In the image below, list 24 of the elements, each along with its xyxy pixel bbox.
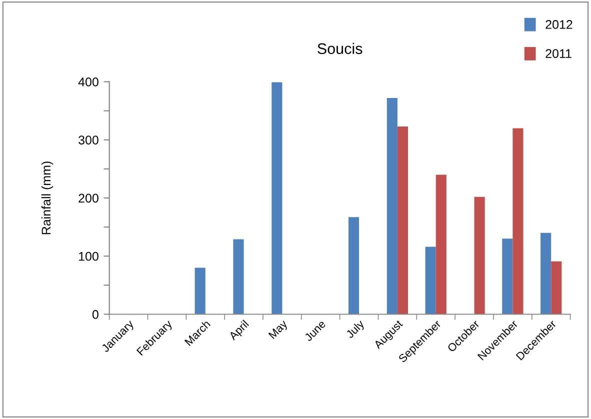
- legend-label: 2011: [546, 49, 572, 58]
- bar: [272, 82, 282, 314]
- bar: [233, 239, 244, 314]
- y-tick-label: 400: [78, 78, 98, 86]
- bar: [551, 261, 562, 314]
- bar: [194, 268, 206, 314]
- y-tick-label: 100: [79, 252, 98, 261]
- chart-title: Soucis: [318, 42, 362, 54]
- bar: [436, 174, 446, 314]
- legend-label: 2012: [546, 20, 572, 29]
- y-tick-label: 300: [78, 136, 98, 144]
- y-tick-label: 0: [92, 310, 98, 319]
- bar: [474, 196, 485, 314]
- x-tick-label: May: [268, 319, 290, 341]
- bar: [425, 246, 436, 314]
- bar: [512, 128, 524, 314]
- bar: [502, 238, 513, 314]
- x-tick-label: July: [345, 319, 366, 340]
- y-axis-title: Rainfall (mm): [41, 162, 54, 234]
- y-tick-label: 200: [78, 194, 98, 203]
- bar: [540, 232, 552, 314]
- bar: [348, 217, 360, 314]
- bar: [386, 98, 398, 314]
- bar: [397, 126, 408, 314]
